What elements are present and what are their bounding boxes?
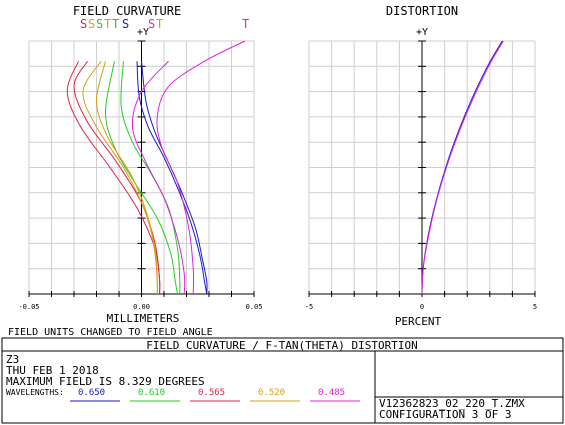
field-curvature-series-line-1 [136, 61, 208, 295]
field-curvature-series [66, 40, 246, 295]
field-curvature-series-line-0 [141, 61, 208, 295]
wavelength-value: 0.650 [78, 388, 105, 398]
field-curvature-legend-label: S [148, 17, 155, 31]
field-curvature-series-line-7 [95, 61, 158, 295]
field-curvature-series-line-3 [104, 61, 178, 295]
field-curvature-legend-label: S [88, 17, 95, 31]
field-curvature-series-line-4 [66, 61, 161, 295]
title-block: FIELD CURVATURE / F-TAN(THETA) DISTORTIO… [1, 337, 564, 424]
field-curvature-legend-label: T [112, 17, 119, 31]
field-curvature-legend-label: T [156, 17, 163, 31]
wavelengths-label: WAVELENGTHS: [6, 388, 64, 397]
max-field-label: MAXIMUM FIELD IS 8.329 DEGREES [6, 375, 205, 388]
distortion-panel: DISTORTION +Y -5 0 5 PERCENT [305, 4, 537, 328]
wavelength-value: 0.610 [138, 388, 165, 398]
field-curvature-legend-label: S [96, 17, 103, 31]
distortion-y-label: +Y [416, 27, 428, 38]
field-curvature-grid [28, 40, 255, 297]
field-curvature-series-line-8 [156, 40, 246, 295]
distortion-grid [308, 40, 536, 297]
field-curvature-legend-label: T [104, 17, 111, 31]
distortion-x-tick-label: 0 [420, 303, 424, 311]
field-curvature-title: FIELD CURVATURE [73, 4, 181, 18]
distortion-series [421, 40, 504, 295]
distortion-x-tick-label: -5 [305, 303, 313, 311]
field-curvature-x-label: MILLIMETERS [107, 312, 180, 325]
field-curvature-legend-label: S [122, 17, 129, 31]
wavelength-value: 0.520 [258, 388, 285, 398]
field-curvature-x-tick-label: 0.00 [133, 303, 150, 311]
wavelength-value: 0.565 [198, 388, 225, 398]
banner-title: FIELD CURVATURE / F-TAN(THETA) DISTORTIO… [146, 339, 418, 352]
field-units-note: FIELD UNITS CHANGED TO FIELD ANGLE [8, 327, 213, 338]
surface-label: Z3 [6, 353, 19, 366]
distortion-x-label: PERCENT [395, 315, 442, 328]
distortion-series-line-1 [421, 40, 504, 295]
field-curvature-x-ticks: -0.05 0.00 0.05 [18, 303, 262, 311]
field-curvature-legend-label: T [242, 17, 249, 31]
wavelength-value: 0.485 [318, 388, 345, 398]
file-name: V12362823_02_220_T.ZMX [379, 397, 525, 410]
distortion-x-tick-label: 5 [533, 303, 537, 311]
field-curvature-y-label: +Y [137, 27, 149, 38]
field-curvature-series-line-5 [73, 60, 161, 295]
field-curvature-x-tick-label: -0.05 [18, 303, 39, 311]
field-curvature-series-line-6 [82, 60, 158, 295]
field-curvature-x-tick-label: 0.05 [246, 303, 263, 311]
field-curvature-series-line-9 [131, 60, 186, 295]
field-curvature-legend-label: S [80, 17, 87, 31]
distortion-x-ticks: -5 0 5 [305, 303, 537, 311]
configuration-label: CONFIGURATION 3 OF 3 [379, 408, 511, 421]
date-label: THU FEB 1 2018 [6, 364, 99, 377]
wavelength-list: 0.650 0.610 0.565 0.520 0.485 [70, 388, 360, 402]
distortion-title: DISTORTION [386, 4, 458, 18]
